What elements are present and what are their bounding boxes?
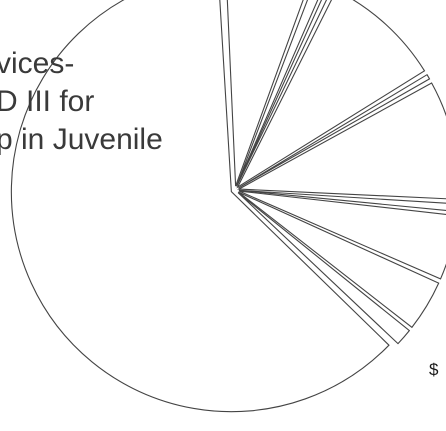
pie-slice-11 xyxy=(226,0,304,187)
pie-slice-2 xyxy=(237,192,411,345)
chart-title-line-3: p in Juvenile xyxy=(0,123,163,156)
pie-slice-5 xyxy=(238,189,446,211)
pie-slice-6 xyxy=(236,82,446,200)
pie-slice-7 xyxy=(238,73,431,189)
pie-slice-4 xyxy=(238,190,446,280)
chart-title-line-2: D III for xyxy=(0,85,95,118)
pie-slice-3 xyxy=(238,191,440,329)
pie-slice-8 xyxy=(236,0,426,189)
chart-title-line-1: vices- xyxy=(0,47,75,80)
slice-value-label: $ xyxy=(429,360,439,379)
pie-slice-1 xyxy=(10,0,390,413)
